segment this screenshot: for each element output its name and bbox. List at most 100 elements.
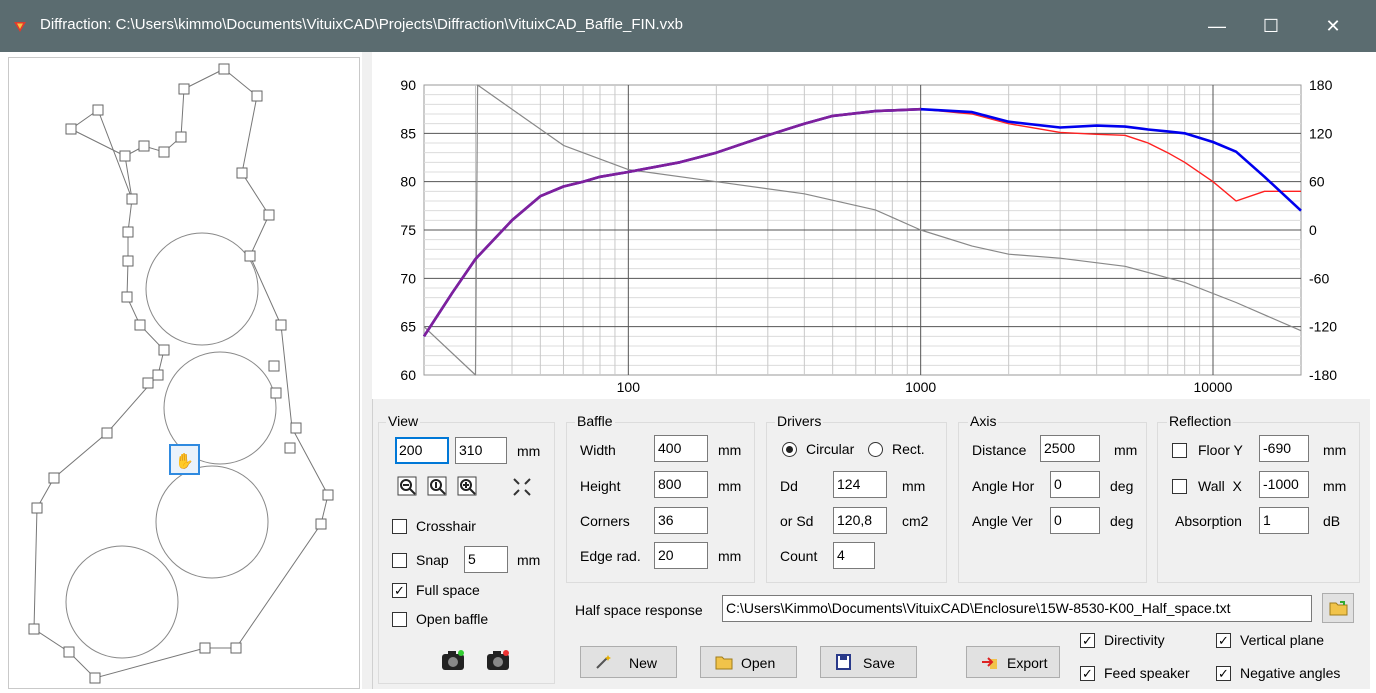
selection-cursor[interactable] — [169, 444, 200, 475]
corner-handle[interactable] — [315, 518, 327, 530]
corner-handle[interactable] — [121, 291, 133, 303]
view-height-input[interactable]: 310 — [455, 437, 507, 464]
fit-view-icon[interactable] — [510, 475, 534, 499]
driver-circle-2[interactable] — [163, 351, 277, 465]
baffle-group-title: Baffle — [575, 413, 615, 429]
corner-handle[interactable] — [28, 623, 40, 635]
baffle-canvas[interactable]: ✋ — [8, 57, 360, 689]
corner-handle[interactable] — [122, 226, 134, 238]
new-button[interactable]: New — [580, 646, 677, 678]
corner-handle[interactable] — [290, 422, 302, 434]
rect-radio[interactable] — [868, 442, 883, 457]
maximize-button[interactable]: ☐ — [1262, 16, 1280, 36]
baffle-height-input[interactable]: 800 — [654, 471, 708, 498]
crosshair-checkbox[interactable] — [392, 519, 407, 534]
open-baffle-checkbox[interactable] — [392, 612, 407, 627]
open-button[interactable]: Open — [700, 646, 797, 678]
corner-handle[interactable] — [178, 83, 190, 95]
corner-handle[interactable] — [63, 646, 75, 658]
floor-checkbox[interactable] — [1172, 443, 1187, 458]
wall-checkbox[interactable] — [1172, 479, 1187, 494]
zoom-1-icon[interactable] — [426, 475, 450, 499]
minimize-button[interactable]: — — [1208, 16, 1226, 36]
corner-handle[interactable] — [65, 123, 77, 135]
corner-handle[interactable] — [122, 255, 134, 267]
export-button[interactable]: Export — [966, 646, 1060, 678]
corner-handle[interactable] — [199, 642, 211, 654]
x-tick-label: 1000 — [905, 379, 936, 395]
corner-handle[interactable] — [142, 377, 154, 389]
corner-handle[interactable] — [275, 319, 287, 331]
floor-input[interactable]: -690 — [1259, 435, 1309, 462]
corner-handle[interactable] — [244, 250, 256, 262]
negative-angles-checkbox[interactable]: ✓ — [1216, 666, 1231, 681]
crosshair-label: Crosshair — [416, 518, 476, 534]
view-width-input[interactable]: 200 — [395, 437, 449, 464]
driver-circle-4[interactable] — [65, 545, 179, 659]
wand-icon — [596, 655, 611, 669]
baffle-drawing[interactable]: ✋ — [9, 58, 361, 690]
corner-handle[interactable] — [175, 131, 187, 143]
corner-handle[interactable] — [284, 442, 296, 454]
corner-handle[interactable] — [158, 344, 170, 356]
y2-tick-label: 180 — [1309, 77, 1333, 93]
count-input[interactable]: 4 — [833, 542, 875, 569]
half-space-path-input[interactable]: C:\Users\Kimmo\Documents\VituixCAD\Enclo… — [722, 595, 1312, 622]
corner-handle[interactable] — [270, 387, 282, 399]
y-tick-label: 75 — [400, 222, 416, 238]
corner-handle[interactable] — [236, 167, 248, 179]
zoom-out-icon[interactable] — [396, 475, 420, 499]
corner-handle[interactable] — [158, 146, 170, 158]
circular-label: Circular — [806, 441, 855, 457]
corner-handle[interactable] — [31, 502, 43, 514]
corner-handle[interactable] — [92, 104, 104, 116]
distance-input[interactable]: 2500 — [1040, 435, 1100, 462]
corner-handle[interactable] — [48, 472, 60, 484]
wall-input[interactable]: -1000 — [1259, 471, 1309, 498]
angle-hor-input[interactable]: 0 — [1050, 471, 1100, 498]
driver-circle-1[interactable] — [145, 232, 259, 346]
hand-cursor-icon: ✋ — [175, 452, 194, 470]
corner-handle[interactable] — [126, 193, 138, 205]
corner-handle[interactable] — [230, 642, 242, 654]
dd-input[interactable]: 124 — [833, 471, 887, 498]
corner-handle[interactable] — [263, 209, 275, 221]
drivers-group — [766, 422, 947, 583]
corner-handle[interactable] — [268, 360, 280, 372]
axis-group — [958, 422, 1147, 583]
baffle-width-input[interactable]: 400 — [654, 435, 708, 462]
directivity-checkbox[interactable]: ✓ — [1080, 633, 1095, 648]
corner-handle[interactable] — [134, 319, 146, 331]
corners-input[interactable]: 36 — [654, 507, 708, 534]
corner-handle[interactable] — [101, 427, 113, 439]
corner-handle[interactable] — [322, 489, 334, 501]
camera-icon[interactable] — [439, 648, 467, 674]
corner-handle[interactable] — [89, 672, 101, 684]
sd-input[interactable]: 120,8 — [833, 507, 887, 534]
edge-radius-label: Edge rad. — [580, 548, 641, 564]
edge-radius-input[interactable]: 20 — [654, 542, 708, 569]
corner-handle[interactable] — [119, 150, 131, 162]
save-button[interactable]: Save — [820, 646, 917, 678]
zoom-in-icon[interactable] — [456, 475, 480, 499]
corner-handle[interactable] — [152, 369, 164, 381]
floor-label: Floor Y — [1198, 442, 1243, 458]
vertical-plane-checkbox[interactable]: ✓ — [1216, 633, 1231, 648]
corner-handle[interactable] — [138, 140, 150, 152]
angle-ver-input[interactable]: 0 — [1050, 507, 1100, 534]
circular-radio[interactable] — [782, 442, 797, 457]
splitter[interactable] — [362, 52, 372, 689]
corner-handle[interactable] — [218, 63, 230, 75]
snap-checkbox[interactable] — [392, 553, 407, 568]
corner-handle[interactable] — [251, 90, 263, 102]
feed-speaker-checkbox[interactable]: ✓ — [1080, 666, 1095, 681]
full-space-checkbox[interactable]: ✓ — [392, 583, 407, 598]
camera-export-icon[interactable] — [484, 648, 512, 674]
snap-input[interactable]: 5 — [464, 546, 508, 573]
close-button[interactable]: ✕ — [1325, 16, 1341, 36]
distance-unit: mm — [1114, 442, 1138, 458]
driver-circle-3[interactable] — [155, 465, 269, 579]
y2-tick-label: 120 — [1309, 125, 1333, 141]
browse-half-space-button[interactable] — [1322, 593, 1354, 623]
absorption-input[interactable]: 1 — [1259, 507, 1309, 534]
